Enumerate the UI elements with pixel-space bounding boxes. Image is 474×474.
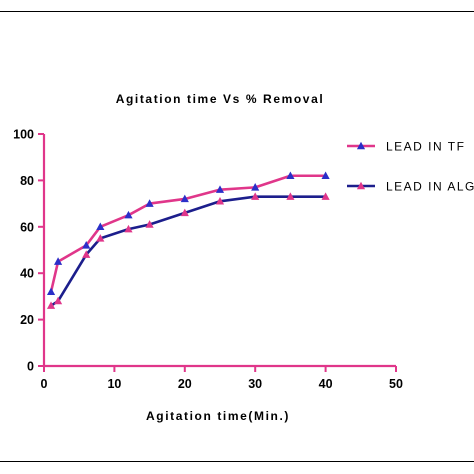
x-tick-label: 40	[319, 377, 333, 391]
x-tick-label: 10	[107, 377, 121, 391]
data-point	[145, 220, 154, 228]
data-point	[251, 183, 260, 191]
chart-title: Agitation time Vs % Removal	[116, 92, 325, 106]
data-point	[180, 208, 189, 217]
data-point	[215, 196, 225, 205]
data-point	[251, 192, 260, 200]
x-tick-label: 0	[41, 377, 48, 391]
series-2	[46, 192, 330, 309]
data-point	[286, 171, 295, 179]
data-point	[96, 234, 105, 242]
legend-marker	[356, 141, 366, 150]
data-point	[286, 192, 295, 200]
y-tick-label: 60	[20, 220, 34, 234]
data-point	[321, 192, 330, 200]
data-point	[124, 210, 133, 219]
bottom-border	[0, 461, 474, 462]
series-layer	[46, 171, 330, 309]
data-point	[215, 185, 225, 193]
legend-marker	[356, 181, 366, 190]
data-point	[180, 194, 189, 203]
legend-entry-2: LEAD IN ALG	[347, 180, 474, 194]
axes: 0 20 40 60 80 100 0 10 20 30 40 50	[13, 128, 403, 392]
data-point	[53, 257, 63, 265]
data-point	[46, 301, 56, 309]
legend-label: LEAD IN ALG	[386, 180, 474, 194]
x-tick-label: 20	[178, 377, 192, 391]
data-point	[82, 250, 91, 258]
x-tick-label: 50	[389, 377, 403, 391]
data-point	[124, 224, 133, 233]
data-point	[46, 287, 56, 295]
legend-entry-1: LEAD IN TF	[347, 140, 465, 154]
series-line	[50, 195, 326, 307]
top-border	[0, 11, 474, 12]
y-tick-label: 40	[20, 267, 34, 281]
data-point	[53, 296, 63, 305]
y-tick-label: 100	[13, 128, 34, 142]
x-axis-label: Agitation time(Min.)	[146, 409, 290, 423]
data-point	[96, 222, 105, 231]
legend: LEAD IN TF LEAD IN ALG	[347, 140, 474, 194]
series-1	[46, 171, 330, 295]
series-line	[49, 174, 326, 293]
x-tick-label: 30	[248, 377, 262, 391]
data-point	[321, 171, 330, 179]
y-tick-label: 0	[27, 360, 34, 374]
data-point	[145, 199, 154, 207]
y-tick-label: 80	[20, 174, 34, 188]
legend-label: LEAD IN TF	[386, 140, 465, 154]
data-point	[82, 241, 91, 249]
y-tick-label: 20	[20, 313, 34, 327]
